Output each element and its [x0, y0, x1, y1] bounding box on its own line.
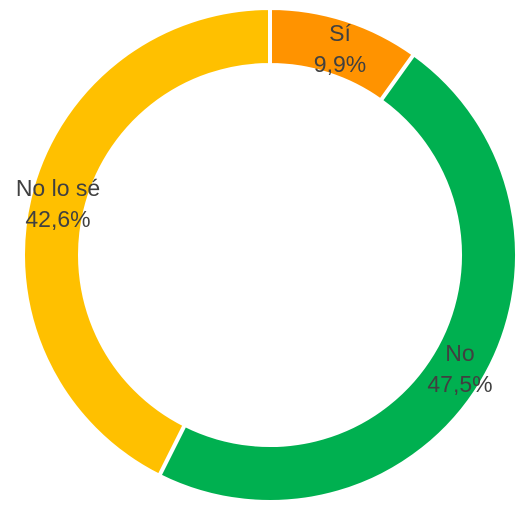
- donut-slice: [156, 51, 519, 504]
- slice-category-label: No lo sé: [16, 175, 100, 201]
- donut-slice: [21, 5, 272, 479]
- slice-category-label: No: [445, 340, 474, 366]
- slice-value-label: 42,6%: [25, 206, 90, 232]
- slice-value-label: 47,5%: [427, 371, 492, 397]
- slice-value-label: 9,9%: [314, 51, 366, 77]
- slice-category-label: Sí: [329, 20, 351, 46]
